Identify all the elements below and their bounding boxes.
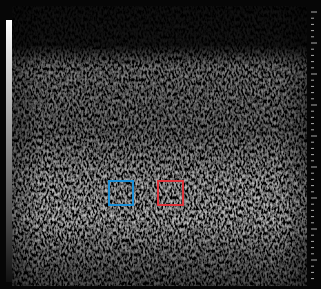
ultrasound-view bbox=[0, 0, 321, 289]
page: {} html, body { margin: 0; padding: 0; b… bbox=[0, 0, 321, 289]
gray-scale-bar bbox=[6, 20, 12, 282]
side-shading bbox=[12, 6, 307, 286]
body: (() => { const ns = 'http://www.w3.org/2… bbox=[0, 0, 321, 289]
